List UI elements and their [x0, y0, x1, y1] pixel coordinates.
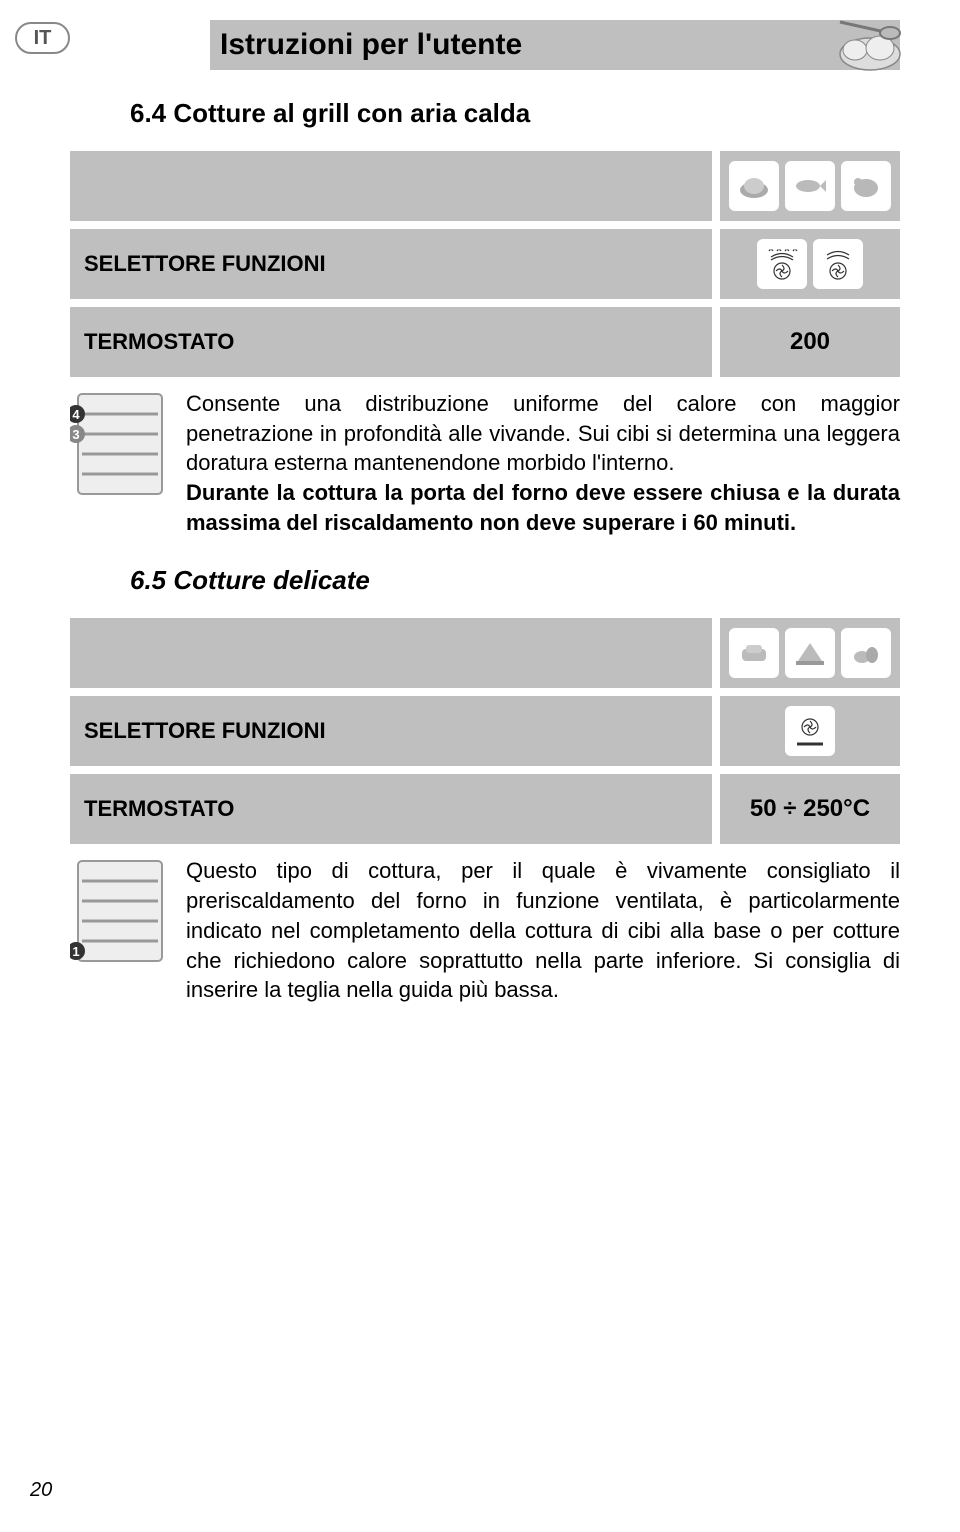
- food-icon-chicken: [841, 161, 891, 211]
- body-text-64: Consente una distribuzione uniforme del …: [186, 389, 900, 537]
- selector-icons-64: [720, 229, 900, 299]
- language-badge: IT: [15, 22, 70, 54]
- food-row-icons-65: [720, 618, 900, 688]
- grill-fan-icon-1: [757, 239, 807, 289]
- thermo-value-64: 200: [720, 307, 900, 377]
- body-text-65: Questo tipo di cottura, per il quale è v…: [186, 856, 900, 1004]
- section-6-4-title: 6.4 Cotture al grill con aria calda: [130, 98, 900, 129]
- body-bold-64: Durante la cottura la porta del forno de…: [186, 480, 900, 535]
- food-row-left-65: [70, 618, 712, 688]
- food-icon-bread: [729, 628, 779, 678]
- selector-icons-65: [720, 696, 900, 766]
- thermo-label-65: TERMOSTATO: [70, 774, 712, 844]
- thermo-label-64: TERMOSTATO: [70, 307, 712, 377]
- rack-icon-65: 1: [70, 856, 170, 1004]
- page-title: Istruzioni per l'utente: [220, 28, 522, 62]
- selector-label-65: SELETTORE FUNZIONI: [70, 696, 712, 766]
- rack-icon-64: 4 3: [70, 389, 170, 537]
- svg-text:4: 4: [72, 407, 80, 422]
- food-icon-roast: [729, 161, 779, 211]
- grill-fan-icon-2: [813, 239, 863, 289]
- food-row-left: [70, 151, 712, 221]
- fan-bottom-icon: [785, 706, 835, 756]
- food-row-icons: [720, 151, 900, 221]
- page-title-bar: Istruzioni per l'utente: [210, 20, 900, 70]
- food-icon-veg: [841, 628, 891, 678]
- food-icon-cake: [785, 628, 835, 678]
- body-plain-64: Consente una distribuzione uniforme del …: [186, 391, 900, 475]
- svg-text:1: 1: [72, 944, 79, 959]
- svg-text:3: 3: [72, 427, 79, 442]
- body-plain-65: Questo tipo di cottura, per il quale è v…: [186, 858, 900, 1002]
- section-6-5-title: 6.5 Cotture delicate: [130, 565, 900, 596]
- page-number: 20: [30, 1479, 52, 1502]
- spoon-cloud-icon: [835, 12, 905, 74]
- selector-label-64: SELETTORE FUNZIONI: [70, 229, 712, 299]
- thermo-value-65: 50 ÷ 250°C: [720, 774, 900, 844]
- food-icon-fish: [785, 161, 835, 211]
